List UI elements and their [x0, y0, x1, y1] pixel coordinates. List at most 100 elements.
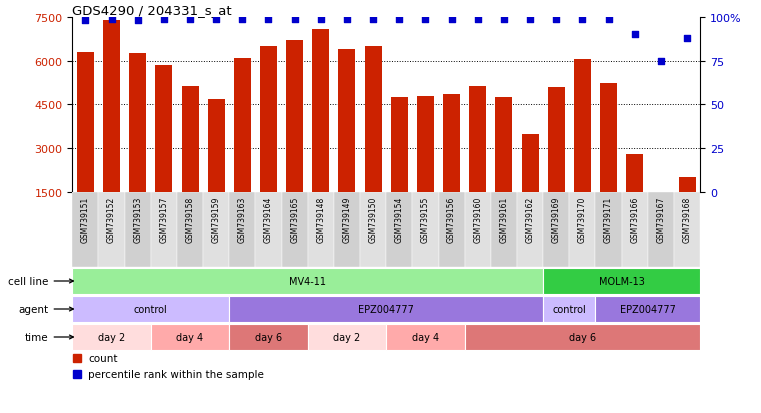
Bar — [679, 178, 696, 192]
Bar — [182, 86, 199, 192]
Point — [236, 17, 248, 23]
Point — [106, 17, 118, 23]
Bar — [443, 95, 460, 192]
Point — [341, 17, 353, 23]
Point — [184, 17, 196, 23]
Text: GSM739151: GSM739151 — [81, 196, 90, 242]
Text: day 4: day 4 — [177, 332, 204, 342]
Text: day 2: day 2 — [333, 332, 361, 342]
Point — [315, 17, 327, 23]
Bar — [177, 192, 203, 267]
Text: EPZ004777: EPZ004777 — [620, 304, 676, 314]
Text: GSM739163: GSM739163 — [238, 196, 247, 242]
Text: GSM739171: GSM739171 — [604, 196, 613, 242]
Bar — [151, 192, 177, 267]
Text: GDS4290 / 204331_s_at: GDS4290 / 204331_s_at — [72, 4, 232, 17]
Point — [263, 17, 275, 23]
Text: EPZ004777: EPZ004777 — [358, 304, 414, 314]
Text: control: control — [552, 304, 586, 314]
Text: MOLM-13: MOLM-13 — [599, 276, 645, 286]
Bar — [334, 192, 360, 267]
Point — [498, 17, 510, 23]
Text: GSM739155: GSM739155 — [421, 196, 430, 242]
Text: GSM739156: GSM739156 — [447, 196, 456, 242]
Bar — [312, 30, 330, 192]
Bar — [129, 55, 146, 192]
Text: GSM739150: GSM739150 — [368, 196, 377, 242]
Text: GSM739158: GSM739158 — [186, 196, 195, 242]
Bar — [465, 192, 491, 267]
Text: GSM739169: GSM739169 — [552, 196, 561, 242]
Text: day 2: day 2 — [98, 332, 125, 342]
Bar — [517, 192, 543, 267]
Bar — [543, 296, 596, 323]
Bar — [574, 60, 591, 192]
Bar — [648, 192, 674, 267]
Bar — [470, 86, 486, 192]
Text: GSM739162: GSM739162 — [526, 196, 534, 242]
Bar — [548, 88, 565, 192]
Text: GSM739148: GSM739148 — [317, 196, 325, 242]
Point — [132, 18, 144, 25]
Point — [393, 17, 406, 23]
Bar — [98, 192, 125, 267]
Bar — [495, 98, 512, 192]
Text: GSM739159: GSM739159 — [212, 196, 221, 242]
Bar — [412, 192, 438, 267]
Point — [524, 17, 537, 23]
Bar — [491, 192, 517, 267]
Bar — [72, 268, 543, 294]
Text: cell line: cell line — [8, 276, 49, 286]
Point — [654, 58, 667, 65]
Bar — [72, 192, 98, 267]
Point — [629, 32, 641, 39]
Text: day 6: day 6 — [568, 332, 596, 342]
Bar — [72, 324, 151, 350]
Bar — [391, 98, 408, 192]
Bar — [155, 66, 172, 192]
Bar — [286, 41, 303, 192]
Bar — [339, 50, 355, 192]
Bar — [543, 268, 700, 294]
Bar — [674, 192, 700, 267]
Bar — [282, 192, 307, 267]
Text: percentile rank within the sample: percentile rank within the sample — [88, 370, 264, 380]
Text: GSM739157: GSM739157 — [159, 196, 168, 242]
Text: day 4: day 4 — [412, 332, 439, 342]
Text: GSM739153: GSM739153 — [133, 196, 142, 242]
Text: agent: agent — [18, 304, 49, 314]
Point — [158, 17, 170, 23]
Text: GSM739149: GSM739149 — [342, 196, 352, 242]
Bar — [229, 296, 543, 323]
Text: MV4-11: MV4-11 — [289, 276, 326, 286]
Bar — [151, 324, 229, 350]
Text: GSM739152: GSM739152 — [107, 196, 116, 242]
Text: day 6: day 6 — [255, 332, 282, 342]
Text: time: time — [25, 332, 49, 342]
Bar — [596, 192, 622, 267]
Point — [210, 17, 222, 23]
Text: GSM739164: GSM739164 — [264, 196, 273, 242]
Bar — [260, 47, 277, 192]
Bar — [521, 134, 539, 192]
Bar — [229, 324, 307, 350]
Bar — [77, 53, 94, 192]
Bar — [307, 192, 334, 267]
Point — [550, 17, 562, 23]
Text: GSM739161: GSM739161 — [499, 196, 508, 242]
Bar — [626, 155, 643, 192]
Bar — [622, 192, 648, 267]
Bar — [203, 192, 229, 267]
Bar — [386, 324, 465, 350]
Bar — [386, 192, 412, 267]
Point — [367, 17, 379, 23]
Text: GSM739167: GSM739167 — [657, 196, 665, 242]
Bar — [360, 192, 387, 267]
Bar — [208, 100, 224, 192]
Bar — [307, 324, 386, 350]
Text: control: control — [134, 304, 167, 314]
Bar — [600, 83, 617, 192]
Bar — [596, 296, 700, 323]
Point — [445, 17, 457, 23]
Text: count: count — [88, 353, 117, 363]
